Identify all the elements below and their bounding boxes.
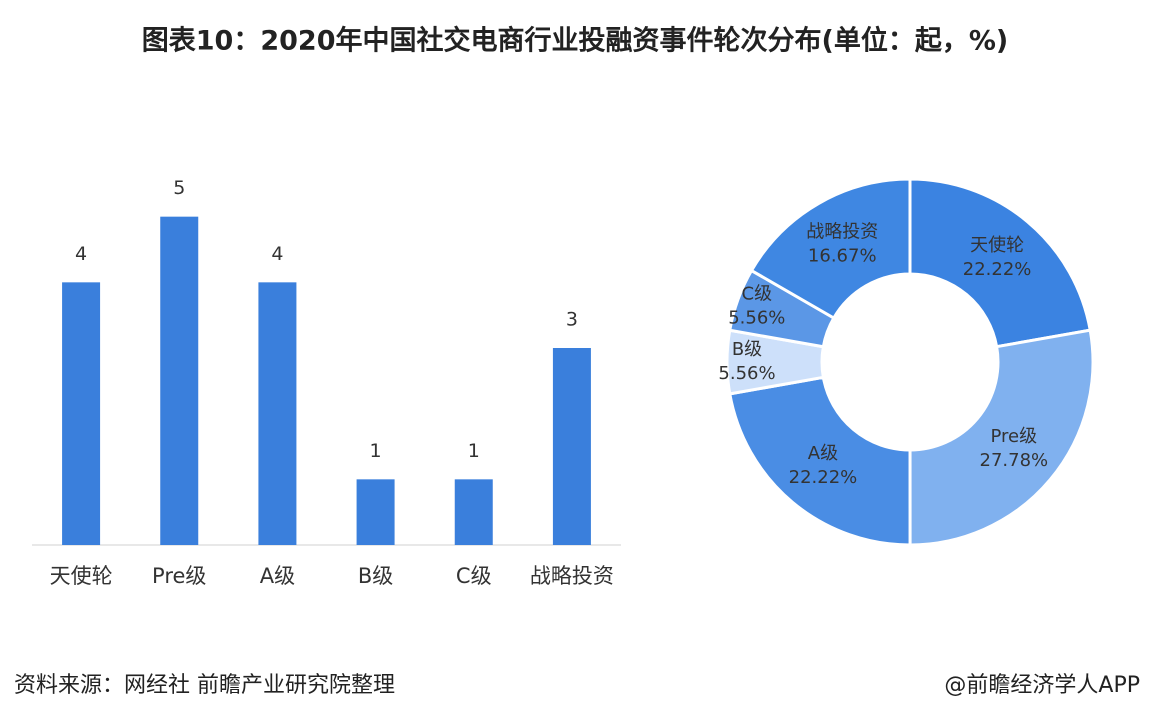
slice-label: 27.78% [980, 450, 1049, 471]
source: 资料来源：网经社 前瞻产业研究院整理 [14, 673, 395, 698]
slice-name: 天使轮 [970, 235, 1024, 256]
donut-slice [908, 328, 1095, 547]
x-tick-label: 战略投资 [530, 564, 614, 588]
bar [62, 282, 101, 545]
bar [356, 479, 395, 545]
value-label: 1 [370, 440, 382, 462]
bar [258, 282, 297, 545]
value-label: 5 [173, 177, 185, 199]
slice-name: C级 [742, 283, 773, 304]
x-tick-label: 天使轮 [50, 564, 113, 588]
x-tick-label: B级 [358, 564, 393, 588]
donut-slice [728, 375, 912, 547]
bar [160, 216, 199, 545]
x-tick-label: Pre级 [152, 564, 206, 588]
value-label: 1 [468, 440, 480, 462]
slice-label: 5.56% [718, 363, 775, 384]
value-label: 4 [271, 243, 283, 265]
title: 图表10：2020年中国社交电商行业投融资事件轮次分布(单位：起，%) [142, 25, 1008, 57]
credit: @前瞻经济学人APP [944, 673, 1140, 698]
bar [454, 479, 493, 545]
slice-name: Pre级 [991, 426, 1038, 447]
x-tick-label: A级 [260, 564, 295, 588]
bar [552, 348, 591, 545]
value-label: 3 [566, 309, 578, 331]
donut-slice [908, 177, 1092, 349]
value-label: 4 [75, 243, 87, 265]
x-tick-label: C级 [456, 564, 492, 588]
slice-label: 5.56% [728, 307, 785, 328]
slice-name: A级 [808, 443, 838, 464]
slice-label: 22.22% [963, 259, 1032, 280]
slice-label: 16.67% [808, 246, 877, 267]
slice-label: 22.22% [789, 467, 858, 488]
donut-slice [749, 177, 912, 321]
slice-name: 战略投资 [806, 222, 878, 243]
slice-name: B级 [732, 339, 762, 360]
